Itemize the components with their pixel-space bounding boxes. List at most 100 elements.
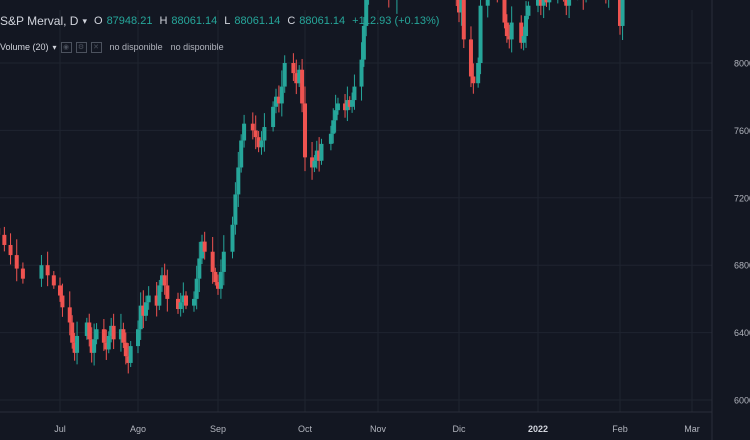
candle-body xyxy=(94,329,99,340)
candle-body xyxy=(333,110,338,121)
candle-body xyxy=(541,0,546,6)
candle xyxy=(92,323,97,366)
candle-body xyxy=(146,295,151,303)
candle xyxy=(87,313,92,347)
candle-body xyxy=(154,295,159,306)
candle-body xyxy=(121,329,126,343)
candle xyxy=(67,291,72,336)
candle-body xyxy=(485,0,490,6)
candle-body xyxy=(461,0,466,40)
candle xyxy=(504,14,509,43)
candle xyxy=(141,290,146,329)
candle-body xyxy=(221,251,226,272)
eye-icon[interactable]: ◉ xyxy=(60,41,72,53)
candle-body xyxy=(502,0,507,23)
candle xyxy=(109,317,114,343)
settings-icon[interactable]: ⚙ xyxy=(75,41,87,53)
candle-body xyxy=(70,322,75,343)
candle xyxy=(233,182,238,235)
candle-body xyxy=(250,123,255,131)
candle-body xyxy=(200,241,204,259)
x-tick-label: Nov xyxy=(370,424,387,434)
candle xyxy=(364,0,369,37)
candle xyxy=(60,283,65,317)
y-tick-label: 8000 xyxy=(734,59,750,69)
candle-body xyxy=(138,305,143,330)
low-value: 88061.14 xyxy=(234,15,281,27)
chevron-down-icon[interactable]: ▾ xyxy=(82,15,87,26)
candle-body xyxy=(303,103,307,158)
candle xyxy=(541,0,546,19)
candle xyxy=(564,0,569,16)
candle xyxy=(343,94,348,118)
candle-body xyxy=(109,325,114,336)
candle xyxy=(256,131,261,153)
candle xyxy=(218,259,223,299)
candle xyxy=(282,55,287,93)
candle-body xyxy=(620,0,625,26)
close-label: C xyxy=(287,15,296,27)
candle xyxy=(526,1,531,20)
candle xyxy=(328,125,333,151)
candle-body xyxy=(521,36,526,43)
candle-body xyxy=(118,329,123,340)
candle xyxy=(312,155,317,173)
candle-body xyxy=(106,335,111,350)
candle xyxy=(14,239,19,282)
candle xyxy=(297,65,302,87)
candle xyxy=(314,140,319,169)
candle-body xyxy=(319,143,324,161)
x-tick-label: Dic xyxy=(453,424,466,434)
candle-body xyxy=(544,0,549,3)
x-tick-label: Ago xyxy=(130,424,146,434)
candle xyxy=(524,1,529,48)
candle-body xyxy=(160,275,164,286)
candle xyxy=(496,0,498,3)
candle-body xyxy=(536,0,540,6)
y-tick-label: 6800 xyxy=(734,261,750,271)
symbol-title[interactable]: S&P Merval, D xyxy=(0,14,79,28)
candle-body xyxy=(72,342,77,353)
candle-body xyxy=(233,194,238,225)
candle xyxy=(262,113,267,152)
candle-body xyxy=(331,120,336,134)
candle xyxy=(457,0,461,23)
candle xyxy=(279,70,284,117)
volume-status-1: no disponible xyxy=(109,42,163,52)
candle-body xyxy=(89,339,94,353)
candle-body xyxy=(176,298,180,310)
candle-body xyxy=(210,251,215,272)
candle xyxy=(70,315,75,349)
candle xyxy=(271,101,276,132)
candle-body xyxy=(51,275,56,286)
candle-body xyxy=(471,76,476,84)
x-tick-label: Mar xyxy=(684,424,700,434)
chevron-down-icon[interactable]: ▾ xyxy=(52,42,57,52)
close-icon[interactable]: ✕ xyxy=(90,41,102,53)
candle-body xyxy=(478,5,483,64)
candle-body xyxy=(39,265,44,279)
candle xyxy=(104,329,109,360)
candle xyxy=(291,53,296,81)
candle-body xyxy=(567,0,572,6)
candle xyxy=(509,6,514,53)
candle-body xyxy=(184,295,188,306)
candle-body xyxy=(538,0,543,6)
candle-body xyxy=(350,100,355,107)
candle xyxy=(239,134,244,173)
candle xyxy=(276,85,281,113)
candle xyxy=(138,292,143,340)
x-tick-label: Jul xyxy=(54,424,66,434)
candle xyxy=(165,269,170,312)
candle-body xyxy=(218,271,223,289)
volume-label[interactable]: Volume (20) xyxy=(0,42,49,52)
candle xyxy=(146,286,151,310)
low-label: L xyxy=(224,15,231,27)
candle-body xyxy=(194,278,199,299)
candle xyxy=(536,0,540,13)
y-tick-label: 7600 xyxy=(734,126,750,136)
candle xyxy=(333,94,338,133)
candle-body xyxy=(123,342,128,357)
candle-body xyxy=(181,295,186,303)
